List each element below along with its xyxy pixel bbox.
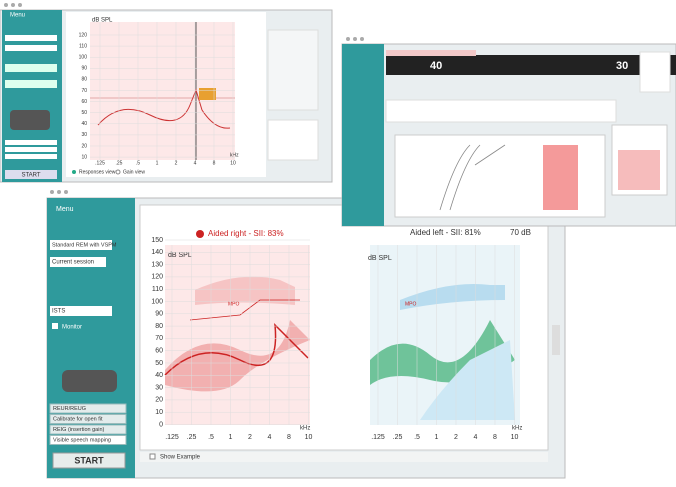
tick-label: .25 — [393, 434, 403, 441]
tick-label: 10 — [230, 160, 236, 166]
tick-label: 100 — [151, 298, 163, 305]
protocol[interactable]: Standard REM with VSPM — [52, 242, 117, 248]
show-example[interactable]: Show Example — [160, 455, 201, 461]
tick-label: 1 — [229, 434, 233, 441]
tick-label: 50 — [155, 360, 163, 367]
y-axis-label: dB SPL — [92, 18, 113, 24]
start-button[interactable] — [52, 452, 126, 469]
tick-label: 90 — [155, 311, 163, 318]
tab[interactable]: Gain view — [123, 169, 145, 175]
tick-label: 110 — [79, 43, 87, 49]
level: 70 dB — [510, 228, 531, 237]
tick-label: 60 — [155, 348, 163, 355]
tick-label: 150 — [151, 237, 163, 244]
step — [49, 414, 127, 424]
x-unit: kHz — [300, 426, 310, 432]
svg-text:MPO: MPO — [228, 301, 240, 307]
tick-label: .25 — [187, 434, 197, 441]
x-unit: kHz — [512, 426, 522, 432]
tick-label: 2 — [248, 434, 252, 441]
tick-label: 10 — [511, 434, 519, 441]
svg-text:MPO: MPO — [405, 301, 417, 307]
tick-label: 10 — [81, 154, 87, 160]
tick-label: 10 — [305, 434, 313, 441]
session[interactable]: Current session — [52, 260, 94, 266]
tick-label: 8 — [493, 434, 497, 441]
tick-label: .5 — [136, 160, 140, 166]
window-3: Menu Standard REM with VSPM Current sess… — [46, 190, 566, 479]
tick-label: 30 — [81, 132, 87, 138]
tab[interactable]: Responses view — [79, 169, 116, 175]
tick-label: 40 — [155, 372, 163, 379]
y-axis-label: dB SPL — [168, 252, 192, 259]
tick-label: 80 — [81, 77, 87, 83]
tick-label: 2 — [175, 160, 178, 166]
tick-label: .5 — [208, 434, 214, 441]
tick-label: 120 — [79, 32, 88, 38]
tick-label: 4 — [268, 434, 272, 441]
step-label[interactable]: Visible speech mapping — [53, 437, 111, 443]
start-button[interactable] — [5, 170, 57, 179]
tick-label: 10 — [155, 409, 163, 416]
tick-label: 4 — [194, 160, 197, 166]
tick-label: 1 — [435, 434, 439, 441]
tick-label: 1 — [156, 160, 159, 166]
tick-label: 2 — [454, 434, 458, 441]
tick-label: .125 — [165, 434, 179, 441]
x-unit: kHz — [230, 152, 239, 158]
right-level: 30 — [616, 60, 628, 72]
tick-label: 20 — [155, 397, 163, 404]
tick-label: 100 — [79, 55, 88, 61]
chart-title: Aided left - SII: 81% — [410, 228, 481, 237]
tick-label: 8 — [287, 434, 291, 441]
tick-label: .5 — [414, 434, 420, 441]
step-label[interactable]: REUR/REUG — [53, 406, 86, 412]
tick-label: 0 — [159, 421, 163, 428]
menu[interactable]: Menu — [56, 206, 74, 213]
tick-label: 70 — [155, 335, 163, 342]
window-2: 40 30 — [341, 37, 676, 227]
menu[interactable]: Menu — [10, 13, 25, 19]
chart-title: Aided right - SII: 83% — [208, 229, 284, 238]
tick-label: 130 — [151, 261, 163, 268]
tick-label: 40 — [81, 121, 87, 127]
tick-label: 120 — [151, 274, 163, 281]
tick-label: .125 — [371, 434, 385, 441]
step — [49, 424, 127, 435]
step-label[interactable]: Calibrate for open fit — [53, 416, 103, 422]
start[interactable]: START — [74, 455, 104, 465]
signal[interactable]: ISTS — [52, 309, 65, 315]
tick-label: 60 — [81, 99, 87, 105]
window-1: Menu START dB SPL kHz Responses view Gai… — [0, 3, 333, 183]
monitor[interactable]: Monitor — [62, 325, 82, 331]
tick-label: 8 — [213, 160, 216, 166]
tick-label: 140 — [151, 249, 163, 256]
step — [49, 435, 127, 445]
tick-label: 90 — [81, 66, 87, 72]
tick-label: .125 — [95, 160, 105, 166]
tick-label: 20 — [81, 143, 87, 149]
tick-label: 80 — [155, 323, 163, 330]
tick-label: 70 — [81, 88, 87, 94]
tick-label: 4 — [474, 434, 478, 441]
start[interactable]: START — [21, 173, 40, 179]
tick-label: 50 — [81, 110, 87, 116]
tick-label: 30 — [155, 384, 163, 391]
left-level: 40 — [430, 60, 442, 72]
tick-label: 110 — [152, 286, 163, 293]
step-label[interactable]: REIG (insertion gain) — [53, 427, 105, 433]
tick-label: .25 — [116, 160, 123, 166]
y-axis-label: dB SPL — [368, 255, 392, 262]
step — [49, 403, 127, 414]
